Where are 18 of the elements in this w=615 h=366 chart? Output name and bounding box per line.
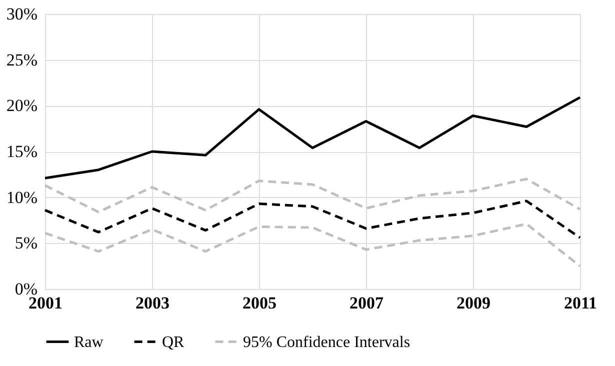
- y-tick-label: 10%: [6, 188, 38, 207]
- y-tick-label: 5%: [14, 234, 38, 253]
- legend-label: 95% Confidence Intervals: [243, 334, 410, 351]
- line-series: [44, 200, 582, 239]
- y-tick-label: 20%: [6, 96, 38, 116]
- legend-label: QR: [162, 334, 185, 351]
- x-tick-label: 2007: [350, 294, 384, 312]
- legend-label: Raw: [74, 334, 104, 351]
- line-series: [44, 222, 582, 268]
- y-tick-label: 15%: [6, 142, 38, 161]
- x-tick-label: 2011: [564, 294, 598, 312]
- x-tick-label: 2009: [456, 294, 490, 312]
- y-tick-label: 25%: [6, 50, 38, 70]
- line-series: [44, 96, 582, 180]
- line-series: [44, 178, 582, 214]
- x-tick-label: 2005: [242, 294, 276, 312]
- x-tick-label: 2003: [136, 294, 170, 312]
- y-tick-label: 30%: [6, 4, 38, 24]
